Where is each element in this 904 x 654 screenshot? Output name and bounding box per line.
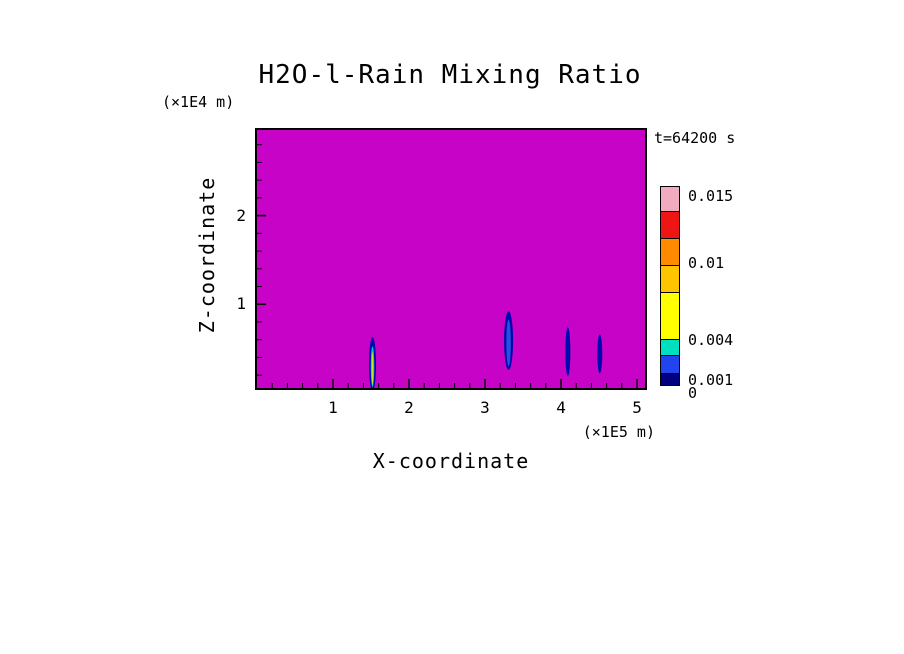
colorbar-labels: 0.015 0.01 0.004 0.001 0	[688, 186, 748, 406]
colorbar-segment-yellow	[660, 292, 680, 340]
colorbar-segment-orange	[660, 238, 680, 266]
y-axis-unit-label: (×1E4 m)	[162, 93, 235, 111]
field-background	[257, 130, 645, 388]
colorbar-segment-red	[660, 211, 680, 239]
colorbar-tick-label: 0.004	[688, 331, 734, 349]
colorbar-segment-pink	[660, 186, 680, 212]
colorbar-tick-label: 0.001	[688, 371, 734, 389]
colorbar-tick-label: 0	[688, 384, 698, 402]
colorbar-segment-turquoise	[660, 339, 680, 356]
y-axis-title: Z-coordinate	[195, 176, 219, 334]
colorbar-tick-label: 0.01	[688, 254, 725, 272]
time-annotation: t=64200 s	[654, 129, 736, 147]
x-tick-label: 2	[404, 398, 414, 417]
rain-shaft	[371, 352, 374, 385]
colorbar-segment-navy	[660, 373, 680, 386]
x-tick-label: 3	[480, 398, 490, 417]
x-tick-label: 1	[328, 398, 338, 417]
chart-title: H2O-l-Rain Mixing Ratio	[258, 60, 642, 90]
plot-svg	[257, 130, 645, 388]
colorbar	[660, 186, 680, 386]
x-tick-label: 5	[632, 398, 642, 417]
x-axis-unit-label: (×1E5 m)	[582, 423, 655, 441]
rain-shaft	[597, 334, 603, 374]
plot-area	[255, 128, 647, 390]
y-tick-label: 2	[236, 205, 246, 225]
x-tick-label: 4	[556, 398, 566, 417]
colorbar-segment-amber	[660, 265, 680, 293]
x-axis-title: X-coordinate	[372, 449, 530, 473]
colorbar-segment-blue	[660, 355, 680, 374]
rain-shaft	[506, 319, 511, 367]
y-tick-label: 1	[236, 294, 246, 314]
colorbar-tick-label: 0.015	[688, 187, 734, 205]
rain-shaft	[565, 327, 571, 377]
